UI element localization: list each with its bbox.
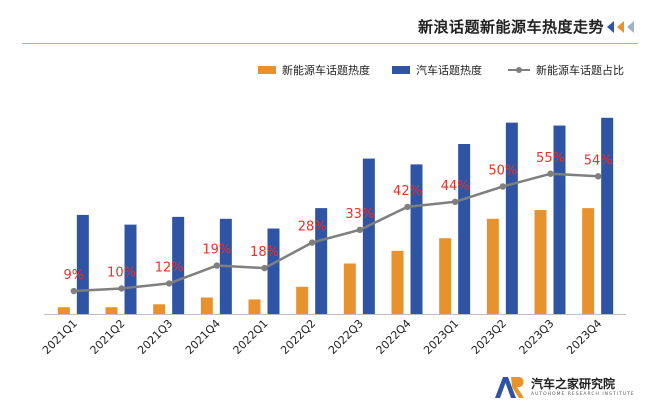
- data-label: 19%: [202, 243, 231, 258]
- bar-auto-heat: [410, 164, 423, 314]
- data-label: 50%: [488, 164, 517, 179]
- data-label: 54%: [584, 153, 613, 168]
- bar-nev-heat: [534, 210, 547, 314]
- data-label: 42%: [393, 184, 422, 199]
- x-tick-label: 2021Q2: [88, 317, 128, 357]
- legend-item-nev-heat: 新能源车话题热度: [258, 62, 370, 78]
- bar-auto-heat: [553, 125, 566, 315]
- x-tick-label: 2023Q3: [517, 317, 557, 357]
- line-point: [213, 262, 221, 269]
- bar-auto-heat: [505, 122, 518, 314]
- bar-auto-heat: [458, 144, 471, 314]
- series-line-nev-share: [73, 172, 599, 293]
- line-point: [594, 173, 602, 180]
- line-point: [308, 239, 316, 246]
- legend-label: 新能源车话题热度: [282, 64, 370, 77]
- bar-nev-heat: [200, 297, 213, 314]
- bar-auto-heat: [267, 228, 280, 314]
- data-label: 44%: [441, 179, 470, 194]
- bar-nev-heat: [439, 238, 452, 314]
- chevron-arrows-icon: [607, 21, 634, 33]
- bar-nev-heat: [296, 286, 309, 314]
- header-divider: [22, 43, 638, 44]
- legend-label: 新能源车话题占比: [536, 64, 624, 77]
- bar-nev-heat: [486, 218, 499, 314]
- data-label: 10%: [107, 266, 136, 281]
- line-point: [499, 183, 507, 190]
- legend-swatch-blue: [392, 66, 410, 74]
- x-tick-label: 2022Q2: [278, 317, 318, 357]
- page-title: 新浪话题新能源车热度走势: [417, 18, 604, 36]
- chart-legend: 新能源车话题热度 汽车话题热度 新能源车话题占比: [0, 62, 660, 78]
- line-point: [70, 287, 78, 295]
- x-tick-label: 2023Q2: [469, 317, 509, 357]
- legend-item-nev-share: 新能源车话题占比: [508, 62, 624, 78]
- line-point: [404, 203, 411, 211]
- brand-logo: 汽车之家研究院 AUTOHOME RESEARCH INSTITUTE: [493, 374, 643, 402]
- line-point: [118, 285, 125, 292]
- x-tick-label: 2023Q4: [564, 317, 604, 357]
- bar-auto-heat: [601, 117, 614, 315]
- bar-nev-heat: [391, 250, 404, 314]
- line-point: [451, 198, 459, 205]
- x-tick-label: 2023Q1: [421, 317, 461, 357]
- brand-subtitle: AUTOHOME RESEARCH INSTITUTE: [531, 392, 635, 397]
- legend-item-auto-heat: 汽车话题热度: [392, 62, 482, 78]
- data-label: 55%: [536, 151, 565, 166]
- x-tick-label: 2021Q4: [183, 317, 223, 357]
- line-point: [356, 226, 364, 234]
- x-tick-label: 2022Q4: [374, 317, 414, 357]
- bar-auto-heat: [362, 158, 375, 314]
- data-label: 18%: [250, 245, 279, 260]
- data-label: 12%: [155, 260, 184, 275]
- bar-auto-heat: [172, 216, 185, 314]
- line-point: [165, 280, 173, 287]
- line-point: [547, 170, 554, 177]
- data-label: 9%: [64, 268, 85, 283]
- bar-nev-heat: [248, 299, 261, 314]
- bar-auto-heat: [315, 208, 328, 314]
- bar-nev-heat: [343, 263, 356, 314]
- data-label: 28%: [298, 220, 327, 235]
- x-tick-label: 2021Q3: [135, 317, 175, 357]
- bar-auto-heat: [76, 214, 89, 314]
- x-tick-label: 2022Q1: [231, 317, 271, 357]
- x-tick-label: 2021Q1: [40, 317, 80, 357]
- bar-nev-heat: [105, 307, 118, 314]
- legend-swatch-orange: [258, 66, 276, 74]
- legend-label: 汽车话题热度: [416, 64, 482, 77]
- bar-nev-heat: [582, 208, 595, 314]
- autohome-logo-icon: [495, 377, 524, 398]
- bar-nev-heat: [57, 307, 70, 314]
- line-point: [261, 264, 268, 272]
- legend-line-marker: [508, 66, 530, 74]
- data-label: 33%: [345, 207, 374, 222]
- x-tick-label: 2022Q3: [326, 317, 366, 357]
- bar-auto-heat: [124, 224, 137, 314]
- brand-name: 汽车之家研究院: [531, 377, 616, 391]
- bar-nev-heat: [153, 304, 166, 314]
